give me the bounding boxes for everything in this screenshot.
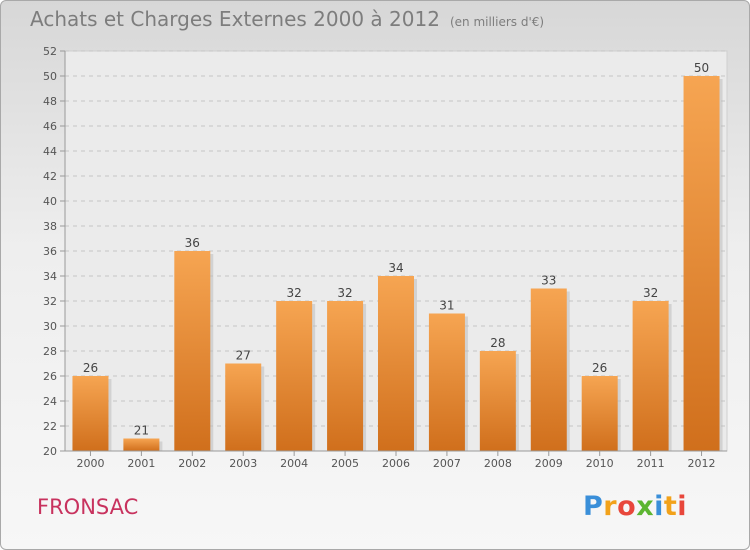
bar — [276, 301, 313, 451]
x-axis-ticks: 2000 2001 2002 2003 2004 2005 2006 2007 2008 2009… — [76, 451, 716, 470]
bar — [530, 288, 567, 451]
bar-value-label: 31 — [439, 299, 454, 313]
bar-value-label: 27 — [236, 349, 251, 363]
y-tick-label: 50 — [43, 70, 57, 83]
y-tick-label: 36 — [43, 245, 57, 258]
chart-title-text: Achats et Charges Externes 2000 à 2012 — [30, 7, 440, 31]
logo-letter: i — [677, 491, 688, 522]
y-tick-label: 26 — [43, 370, 57, 383]
bar-value-label: 26 — [83, 361, 98, 375]
x-tick-label: 2002 — [178, 457, 206, 470]
x-tick-label: 2003 — [229, 457, 257, 470]
bar-value-label: 32 — [287, 286, 302, 300]
x-tick-label: 2006 — [382, 457, 410, 470]
x-tick-label: 2004 — [280, 457, 308, 470]
y-axis-ticks: 20 22 24 26 28 30 32 34 36 38 40 42 44 46 48 50 52 — [43, 45, 65, 458]
y-tick-label: 44 — [43, 145, 57, 158]
bar — [225, 363, 262, 451]
chart-subtitle: (en milliers d'€) — [449, 15, 545, 29]
bar — [428, 313, 465, 451]
y-tick-label: 48 — [43, 95, 57, 108]
bar-value-label: 36 — [185, 236, 200, 250]
y-tick-label: 22 — [43, 420, 57, 433]
x-tick-label: 2009 — [535, 457, 563, 470]
bar — [174, 251, 211, 451]
bar-value-label: 50 — [694, 61, 709, 75]
y-tick-label: 24 — [43, 395, 57, 408]
x-tick-label: 2007 — [433, 457, 461, 470]
logo-letter: i — [654, 491, 664, 522]
x-tick-label: 2000 — [76, 457, 104, 470]
y-tick-label: 52 — [43, 45, 57, 58]
y-tick-label: 38 — [43, 220, 57, 233]
bar — [581, 376, 618, 451]
logo-letter: o — [617, 491, 637, 522]
y-tick-label: 20 — [43, 445, 57, 458]
bar — [632, 301, 669, 451]
y-tick-label: 30 — [43, 320, 57, 333]
y-tick-label: 46 — [43, 120, 57, 133]
y-tick-label: 34 — [43, 270, 57, 283]
bar-value-label: 26 — [592, 361, 607, 375]
commune-name: FRONSAC — [37, 495, 139, 519]
x-tick-label: 2012 — [688, 457, 716, 470]
proxiti-logo: Proxiti — [583, 491, 687, 522]
bar — [479, 351, 516, 451]
x-tick-label: 2008 — [484, 457, 512, 470]
bar-value-label: 28 — [490, 336, 505, 350]
bar-value-label: 34 — [388, 261, 403, 275]
logo-letter: t — [663, 491, 678, 522]
bar — [378, 276, 414, 451]
logo-letter: x — [636, 491, 655, 522]
logo-letter: P — [583, 491, 604, 522]
x-tick-label: 2005 — [331, 457, 359, 470]
bar — [327, 301, 364, 451]
logo-letter: r — [603, 491, 618, 522]
y-tick-label: 32 — [43, 295, 57, 308]
bar-value-label: 21 — [134, 424, 149, 438]
bar-value-label: 33 — [541, 274, 556, 288]
bar-value-label: 32 — [337, 286, 352, 300]
y-tick-label: 40 — [43, 195, 57, 208]
chart-title: Achats et Charges Externes 2000 à 2012 (e… — [30, 7, 544, 31]
bar — [683, 76, 720, 451]
bar — [72, 376, 109, 451]
bars: 26 21 36 27 32 32 34 31 28 33 26 32 50 — [72, 61, 723, 451]
y-tick-label: 42 — [43, 170, 57, 183]
x-tick-label: 2001 — [127, 457, 155, 470]
y-tick-label: 28 — [43, 345, 57, 358]
x-tick-label: 2011 — [637, 457, 665, 470]
bar — [123, 438, 160, 451]
bar-value-label: 32 — [643, 286, 658, 300]
x-tick-label: 2010 — [586, 457, 614, 470]
